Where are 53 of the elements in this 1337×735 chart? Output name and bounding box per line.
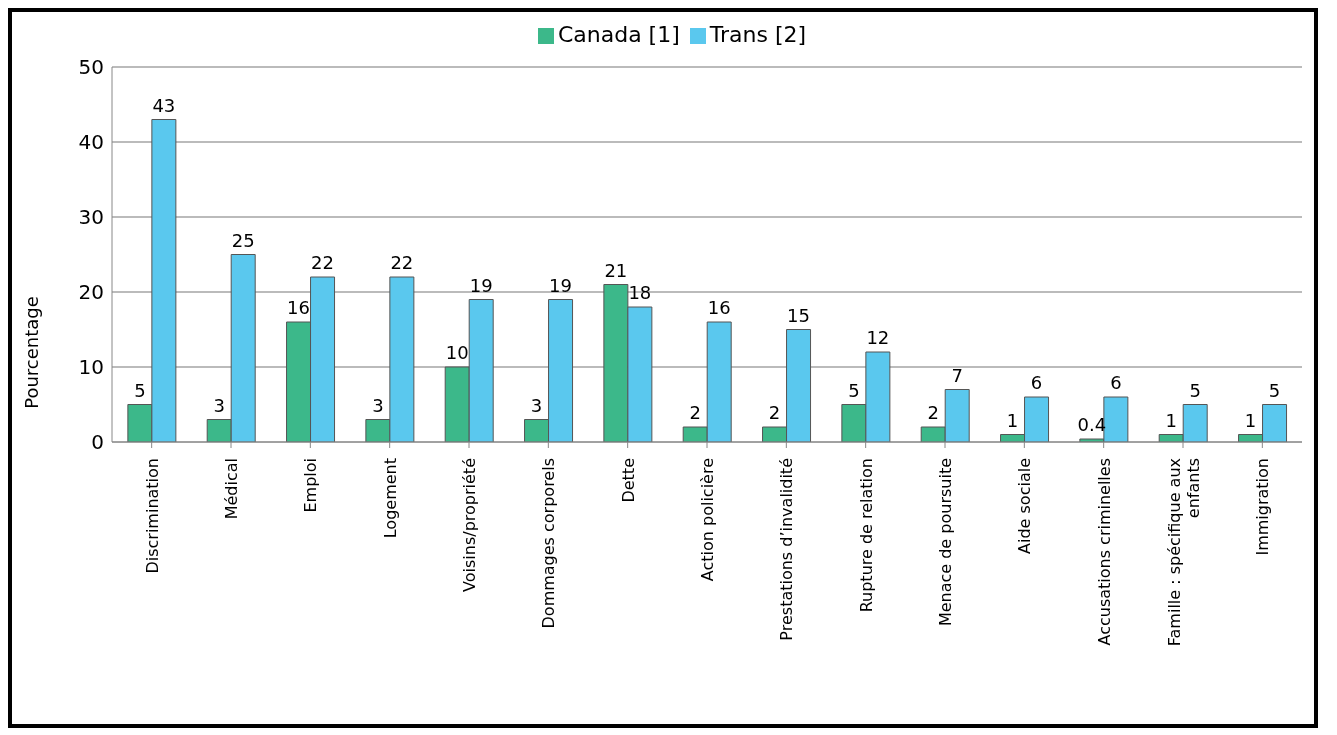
data-label: 5 [1189, 379, 1201, 401]
data-label: 10 [445, 342, 469, 363]
data-label: 22 [311, 252, 334, 273]
data-label: 43 [152, 94, 176, 116]
data-label: 22 [390, 252, 414, 273]
data-label: 19 [469, 274, 493, 296]
data-label: 1 [1006, 409, 1019, 431]
data-label: 6 [1030, 372, 1043, 393]
data-label: 3 [530, 394, 543, 416]
data-label: 3 [372, 394, 384, 416]
data-label: 16 [707, 297, 731, 318]
data-label: 5 [134, 379, 146, 401]
x-tick-label: Accusations criminelles [1094, 458, 1114, 646]
x-tick-label: Dette [618, 458, 638, 503]
y-tick-label: 0 [91, 430, 104, 455]
data-label: 25 [231, 229, 255, 251]
x-tick-label: Voisins/propriété [460, 458, 479, 592]
x-tick-label: Aide sociale [1015, 458, 1035, 554]
legend-label: Trans [2] [709, 22, 807, 47]
data-label: 5 [848, 379, 860, 401]
data-label: 15 [787, 304, 810, 326]
data-label: 5 [1268, 379, 1281, 401]
data-label: 21 [604, 259, 628, 281]
x-tick-label: Dommages corporels [539, 458, 559, 629]
x-tick-label: Emploi [301, 458, 321, 513]
data-label: 19 [549, 274, 572, 296]
data-label: 2 [927, 402, 939, 423]
x-tick-label: Médical [222, 458, 241, 520]
x-tick-label: Logement [380, 458, 400, 539]
x-tick-label: Menace de poursuite [936, 458, 955, 627]
data-label: 16 [287, 297, 310, 318]
data-label: 12 [866, 327, 890, 348]
data-label: 18 [628, 282, 652, 303]
data-label: 2 [689, 402, 701, 423]
x-tick-label: Discrimination [142, 458, 162, 574]
data-label: 6 [1110, 372, 1122, 393]
x-tick-label: Immigration [1253, 458, 1273, 556]
data-label: 2 [768, 402, 781, 423]
data-label: 1 [1165, 409, 1177, 431]
y-tick-label: 20 [78, 280, 104, 305]
x-tick-label: Prestations d’invalidité [777, 458, 797, 641]
x-tick-label: Action policière [698, 458, 717, 582]
y-tick-label: 10 [78, 355, 104, 380]
y-tick-label: 30 [78, 205, 104, 230]
x-tick-label: Famille : spécifique aux enfants [1165, 458, 1203, 647]
y-tick-label: 50 [78, 55, 104, 80]
y-tick-label: 40 [78, 130, 104, 155]
data-label: 1 [1244, 409, 1257, 431]
data-label: 7 [951, 364, 963, 386]
y-axis-title: Pourcentage [20, 295, 42, 409]
data-label: 3 [213, 394, 225, 416]
legend-label: Canada [1] [557, 22, 680, 47]
x-tick-label: Rupture de relation [856, 458, 876, 613]
